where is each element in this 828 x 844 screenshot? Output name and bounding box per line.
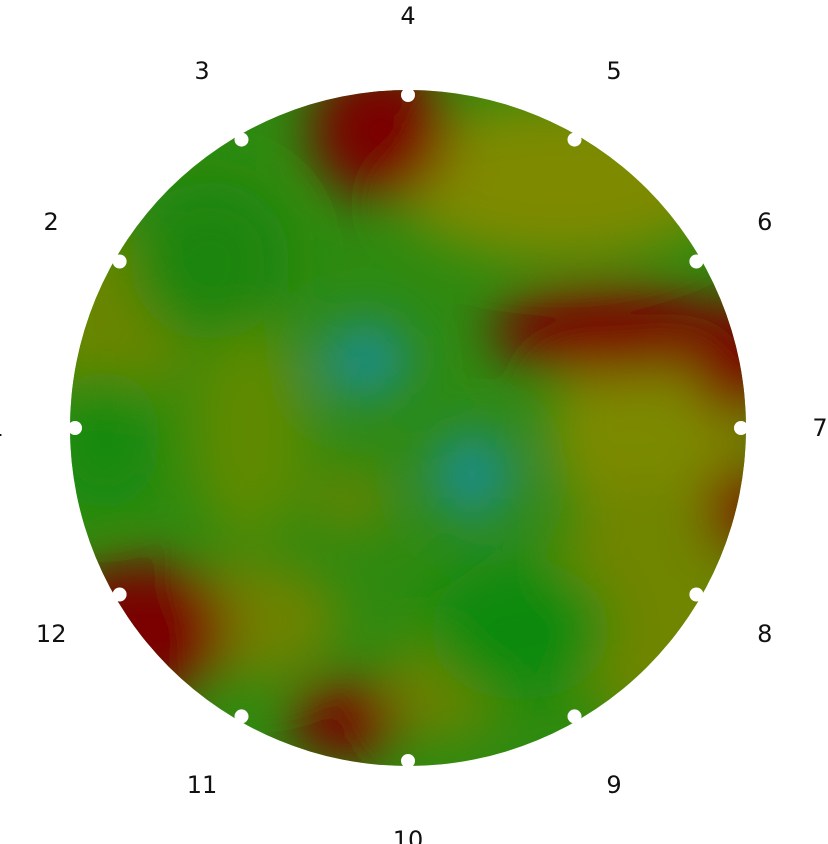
green-zone-left xyxy=(70,370,160,510)
olive-zone-center-left xyxy=(190,320,310,540)
electrode-dot-6 xyxy=(689,254,704,269)
electrode-dot-9 xyxy=(567,709,582,724)
hotspot-lower-left xyxy=(70,560,230,700)
lowspot-lower xyxy=(430,430,514,520)
electrode-label-10: 10 xyxy=(393,826,424,844)
hotspot-top xyxy=(310,90,450,200)
electrode-dot-4 xyxy=(401,88,415,102)
field-heatmap-disk xyxy=(70,90,746,766)
electrode-dot-3 xyxy=(234,132,249,147)
electrode-label-12: 12 xyxy=(36,620,67,648)
electrode-label-1: 1 xyxy=(0,414,4,442)
electrode-dot-11 xyxy=(234,709,249,724)
electrode-dot-8 xyxy=(689,587,704,602)
electrode-dot-5 xyxy=(567,132,582,147)
electrode-label-5: 5 xyxy=(606,57,621,85)
hotspot-lower-right-edge xyxy=(705,460,746,560)
green-zone-lower-center xyxy=(430,560,610,700)
electrode-label-7: 7 xyxy=(812,414,827,442)
electrode-label-4: 4 xyxy=(400,2,415,30)
electrode-label-2: 2 xyxy=(44,208,59,236)
electrode-label-11: 11 xyxy=(187,771,218,799)
electrode-label-6: 6 xyxy=(757,208,772,236)
electrode-dot-1 xyxy=(68,421,82,435)
hotspot-right-edge xyxy=(690,300,746,420)
lowspot-upper xyxy=(320,320,410,400)
olive-zone-center xyxy=(310,470,390,530)
electrode-dot-2 xyxy=(112,254,127,269)
electrode-label-8: 8 xyxy=(757,620,772,648)
electrode-dot-12 xyxy=(112,587,127,602)
hotspot-right xyxy=(490,285,730,375)
hotspot-bottom xyxy=(290,680,400,760)
green-zone-upper-left xyxy=(130,180,290,340)
electrode-dot-7 xyxy=(734,421,748,435)
electrode-label-3: 3 xyxy=(194,57,209,85)
electrode-label-9: 9 xyxy=(606,771,621,799)
electrode-markers xyxy=(68,88,748,768)
electrode-dot-10 xyxy=(401,754,415,768)
